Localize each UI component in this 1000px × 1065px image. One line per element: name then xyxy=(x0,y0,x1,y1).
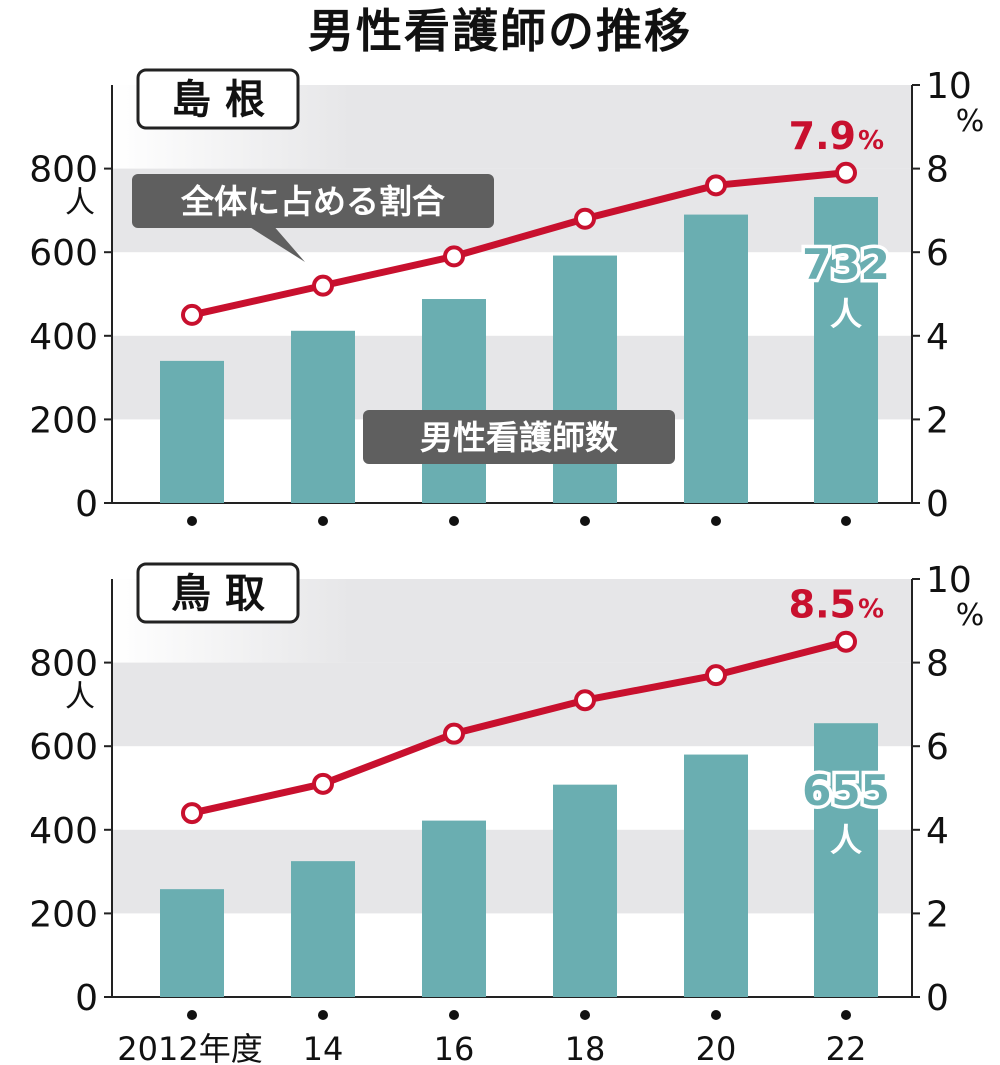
panel1-right-tick-label: 8 xyxy=(926,150,949,191)
panel2-bar xyxy=(160,889,224,997)
panel1-callout-line-box xyxy=(132,174,494,228)
panel1-x-tick-dot xyxy=(318,516,328,526)
panel2-ratio-point xyxy=(705,664,727,687)
x-tick-label: 22 xyxy=(826,1030,867,1065)
panel1-x-tick-dot xyxy=(841,516,851,526)
panel1-ratio-point xyxy=(312,274,334,297)
panel2-right-tick-label: 6 xyxy=(926,727,949,768)
panel1-bar xyxy=(160,360,224,503)
panel1-right-tick-label: 2 xyxy=(926,400,949,441)
x-tick-label: 14 xyxy=(303,1030,344,1065)
panel1-region-label: 島 根 xyxy=(171,77,265,123)
panel2-left-tick-label: 800 xyxy=(29,644,98,685)
panel2-last-bar-value: 655 xyxy=(802,766,890,815)
panel1-right-tick-label: 4 xyxy=(926,317,949,358)
panel2-left-unit: 人 xyxy=(65,680,95,715)
panel1-left-tick-label: 600 xyxy=(29,233,98,274)
panel1-bar xyxy=(553,255,617,503)
panel2-x-tick-dot xyxy=(711,1010,721,1020)
panel1-left-tick-label: 0 xyxy=(75,484,98,525)
panel1-left-tick-label: 400 xyxy=(29,317,98,358)
x-tick-label: 2012年度 xyxy=(117,1030,262,1065)
panel1-bar xyxy=(291,330,355,503)
panel1-left-tick-label: 800 xyxy=(29,150,98,191)
panel1-band-200-400 xyxy=(112,335,912,420)
panel2-left-tick-label: 600 xyxy=(29,727,98,768)
panel1-x-tick-dot xyxy=(187,516,197,526)
panel2-bar xyxy=(291,861,355,997)
panel2-x-tick-dot xyxy=(841,1010,851,1020)
panel2-ratio-point xyxy=(181,802,203,825)
panel2-last-ratio-unit: % xyxy=(858,595,884,625)
panel1-left-tick-label: 200 xyxy=(29,400,98,441)
panel1-callout-bar-text: 男性看護師数 xyxy=(420,418,619,457)
panel1-last-ratio-value: 7.9 xyxy=(789,114,856,158)
panel1-callout-line-pointer xyxy=(245,224,305,262)
panel2-ratio-point xyxy=(835,630,857,653)
panel1-bar xyxy=(422,299,486,503)
panel2-ratio-point xyxy=(312,772,334,795)
panel2-bar xyxy=(814,723,878,997)
panel2-right-unit: % xyxy=(956,598,985,633)
panel1-last-ratio-unit: % xyxy=(858,126,884,156)
panel1-x-tick-dot xyxy=(449,516,459,526)
panel2-last-bar-unit: 人 xyxy=(830,821,862,859)
panel2-last-ratio-value: 8.5 xyxy=(789,583,856,627)
panel1-x-tick-dot xyxy=(580,516,590,526)
x-tick-label: 18 xyxy=(565,1030,606,1065)
panel2-right-tick-label: 0 xyxy=(926,978,949,1019)
panel2-x-tick-dot xyxy=(187,1010,197,1020)
panel2-right-tick-label: 10 xyxy=(926,560,972,601)
panel1-callout-line-text: 全体に占める割合 xyxy=(180,182,445,221)
x-tick-label: 16 xyxy=(434,1030,475,1065)
panel2-ratio-point xyxy=(574,689,596,712)
panel2-x-tick-dot xyxy=(580,1010,590,1020)
panel2-x-tick-dot xyxy=(449,1010,459,1020)
panel1-ratio-point xyxy=(181,303,203,326)
panel2-region-label: 鳥 取 xyxy=(171,571,265,617)
panel2-region-box xyxy=(136,562,300,624)
panel2-bar xyxy=(422,820,486,997)
panel1-ratio-point xyxy=(835,161,857,184)
panel2-x-tick-dot xyxy=(318,1010,328,1020)
x-tick-label: 20 xyxy=(696,1030,737,1065)
panel2-right-tick-label: 4 xyxy=(926,811,949,852)
panel2-band-200-400 xyxy=(112,829,912,914)
panel1-right-unit: % xyxy=(956,104,985,139)
panel1-last-bar-unit: 人 xyxy=(830,295,862,333)
panel1-right-tick-label: 6 xyxy=(926,233,949,274)
panel1-ratio-point xyxy=(443,245,465,268)
panel1-bar xyxy=(684,214,748,503)
panel1-ratio-line xyxy=(191,169,847,319)
panel1-bar xyxy=(814,197,878,504)
panel2-left-tick-label: 200 xyxy=(29,894,98,935)
panel2-ratio-point xyxy=(443,722,465,745)
panel2-right-tick-label: 8 xyxy=(926,644,949,685)
panel1-right-tick-label: 0 xyxy=(926,484,949,525)
panel1-x-tick-dot xyxy=(711,516,721,526)
panel2-band-600-800 xyxy=(112,662,912,747)
panel2-left-tick-label: 400 xyxy=(29,811,98,852)
panel2-ratio-line xyxy=(191,638,847,817)
panel1-region-box xyxy=(136,68,300,130)
panel2-left-tick-label: 0 xyxy=(75,978,98,1019)
panel1-right-tick-label: 10 xyxy=(926,66,972,107)
panel1-callout-bar-box xyxy=(363,410,675,464)
panel1-ratio-point xyxy=(705,174,727,197)
chart-title: 男性看護師の推移 xyxy=(308,4,692,58)
panel2-right-tick-label: 2 xyxy=(926,894,949,935)
panel1-last-bar-value: 732 xyxy=(802,240,890,289)
panel1-left-unit: 人 xyxy=(65,186,95,221)
panel1-ratio-point xyxy=(574,207,596,230)
panel2-bar xyxy=(553,784,617,997)
panel2-bar xyxy=(684,754,748,997)
